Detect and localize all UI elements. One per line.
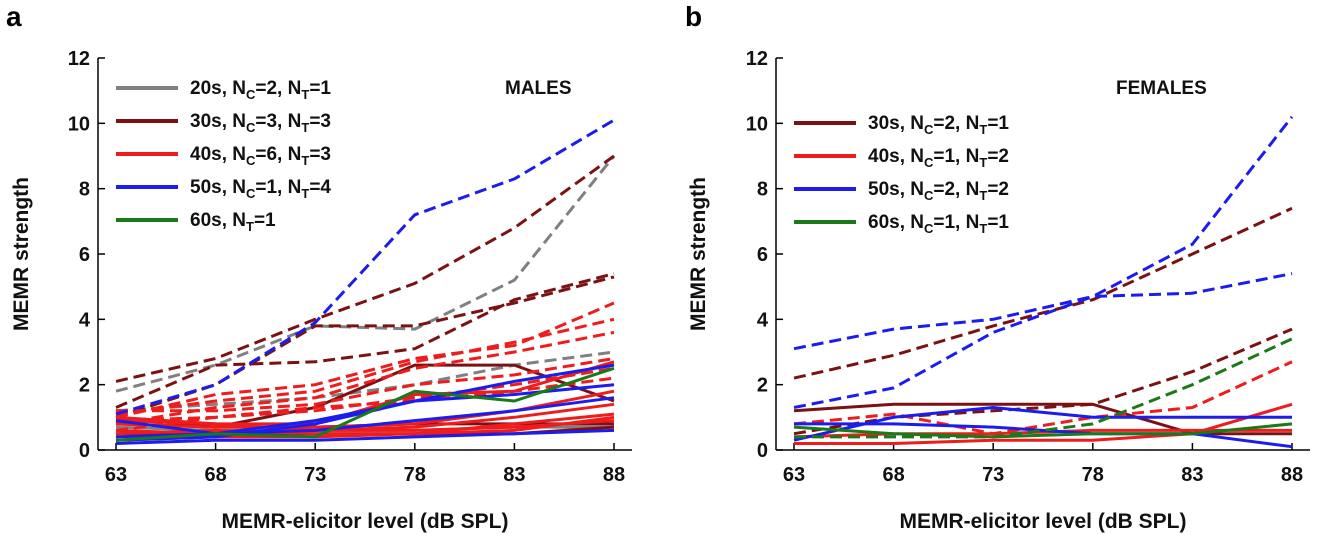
legend: 30s, NC=2, NT=1 40s, NC=1, NT=2 50s, NC=2,… (794, 113, 1009, 236)
series-line (794, 422, 1293, 449)
legend-entry: 20s, NC=2, NT=1 (190, 78, 331, 102)
series-line (793, 360, 1293, 436)
legend-entry: 50s, NC=1, NT=4 (190, 177, 331, 201)
y-tick-label: 10 (68, 113, 90, 135)
x-tick-label: 88 (603, 464, 625, 486)
legend: 20s, NC=2, NT=1 30s, NC=3, NT=3 40s, NC=6,… (116, 78, 331, 234)
x-axis-label: MEMR-elicitor level (dB SPL) (899, 510, 1186, 533)
legend-entry: 60s, NC=1, NT=1 (868, 212, 1009, 236)
legend-entry: 40s, NC=6, NT=3 (190, 144, 331, 168)
x-tick-label: 63 (783, 464, 805, 486)
x-tick-label: 78 (1082, 464, 1104, 486)
legend-entry: 60s, NT=1 (190, 210, 276, 234)
series-line (115, 301, 615, 419)
series-line (793, 428, 1292, 439)
series-line (115, 118, 615, 416)
series-line (115, 275, 615, 419)
series-line (793, 206, 1293, 380)
series-line (793, 422, 1293, 439)
series-line (115, 317, 615, 416)
x-tick-label: 63 (105, 464, 127, 486)
series-line (793, 327, 1293, 436)
y-tick-label: 8 (757, 179, 768, 201)
panel-annotation: MALES (505, 78, 572, 99)
x-tick-label: 73 (304, 464, 326, 486)
panel-letter: a (6, 1, 22, 32)
x-axis-label: MEMR-elicitor level (dB SPL) (221, 510, 508, 533)
series-line (793, 406, 1292, 442)
legend-entry: 40s, NC=1, NT=2 (868, 146, 1009, 170)
y-tick-label: 4 (79, 309, 91, 331)
y-tick-label: 12 (746, 48, 768, 70)
series-line (115, 272, 615, 409)
series-line (793, 115, 1294, 409)
y-axis-label: MEMR strength (687, 177, 710, 331)
series-line (115, 366, 615, 423)
series-line (115, 419, 615, 432)
x-tick-label: 83 (1181, 464, 1203, 486)
series-group (115, 118, 616, 445)
series-line (115, 363, 615, 436)
y-tick-label: 0 (757, 440, 768, 462)
y-tick-label: 8 (79, 179, 90, 201)
series-line (116, 357, 615, 413)
y-tick-label: 10 (746, 113, 768, 135)
legend-entry: 30s, NC=2, NT=1 (868, 113, 1009, 137)
y-tick-label: 6 (79, 244, 90, 266)
legend-entry: 30s, NC=3, NT=3 (190, 111, 331, 135)
series-line (115, 376, 615, 432)
series-line (793, 272, 1293, 351)
series-line (115, 154, 615, 383)
x-tick-label: 68 (204, 464, 226, 486)
series-line (115, 330, 615, 426)
legend-entry: 50s, NC=2, NT=2 (868, 179, 1009, 203)
x-tick-label: 78 (404, 464, 426, 486)
series-line (115, 366, 615, 442)
panel-annotation: FEMALES (1116, 78, 1207, 99)
y-tick-label: 12 (68, 48, 90, 70)
series-line (794, 402, 1293, 445)
y-tick-label: 2 (79, 375, 90, 397)
y-axis-label: MEMR strength (10, 177, 33, 331)
panel-letter: b (685, 1, 702, 32)
y-tick-label: 2 (757, 375, 768, 397)
series-line (794, 337, 1293, 439)
series-line (115, 350, 615, 413)
x-tick-label: 73 (982, 464, 1004, 486)
y-tick-label: 4 (757, 309, 769, 331)
series-group (793, 115, 1294, 449)
x-tick-label: 83 (503, 464, 525, 486)
x-tick-label: 88 (1281, 464, 1303, 486)
y-tick-label: 0 (79, 440, 90, 462)
y-tick-label: 6 (757, 244, 768, 266)
series-line (115, 428, 615, 445)
series-line (115, 155, 616, 393)
series-line (793, 402, 1292, 436)
x-tick-label: 68 (882, 464, 904, 486)
